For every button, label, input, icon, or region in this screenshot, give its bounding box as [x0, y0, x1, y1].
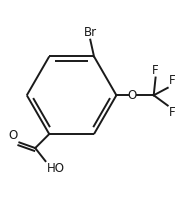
Text: F: F	[152, 64, 159, 77]
Text: F: F	[169, 107, 175, 119]
Text: F: F	[169, 74, 175, 87]
Text: O: O	[8, 129, 17, 142]
Text: O: O	[128, 89, 137, 102]
Text: HO: HO	[46, 162, 64, 175]
Text: Br: Br	[84, 26, 97, 39]
